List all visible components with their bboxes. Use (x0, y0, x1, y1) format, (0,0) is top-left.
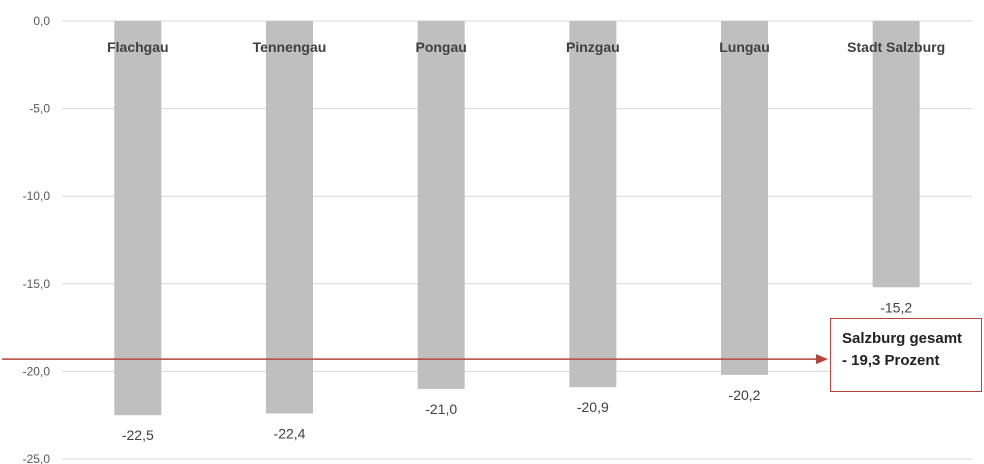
y-tick-label: -10,0 (23, 189, 51, 203)
data-label: -20,2 (729, 387, 761, 403)
bar (266, 21, 313, 414)
data-label: -22,4 (274, 425, 306, 441)
bar (721, 21, 768, 375)
callout-title: Salzburg gesamt (842, 330, 963, 347)
y-tick-label: -20,0 (23, 364, 51, 378)
data-label: -15,2 (880, 299, 912, 315)
callout-value: - 19,3 Prozent (842, 352, 940, 369)
category-label: Tennengau (253, 39, 327, 55)
y-tick-label: -25,0 (23, 452, 51, 464)
bar (417, 21, 465, 389)
reference-arrowhead (816, 354, 828, 365)
data-label: -20,9 (577, 399, 609, 415)
y-tick-label: -5,0 (29, 102, 50, 116)
data-label: -21,0 (425, 401, 457, 417)
bar (872, 21, 920, 288)
y-tick-label: -15,0 (23, 277, 51, 291)
category-label: Stadt Salzburg (847, 39, 945, 55)
category-label: Pinzgau (566, 39, 620, 55)
category-label: Flachgau (107, 39, 168, 55)
bar (114, 21, 162, 416)
callout-box: Salzburg gesamt - 19,3 Prozent (830, 318, 982, 392)
bar (569, 21, 617, 388)
category-label: Pongau (415, 39, 466, 55)
data-label: -22,5 (122, 427, 154, 443)
category-label: Lungau (719, 39, 770, 55)
y-tick-label: 0,0 (33, 14, 50, 28)
